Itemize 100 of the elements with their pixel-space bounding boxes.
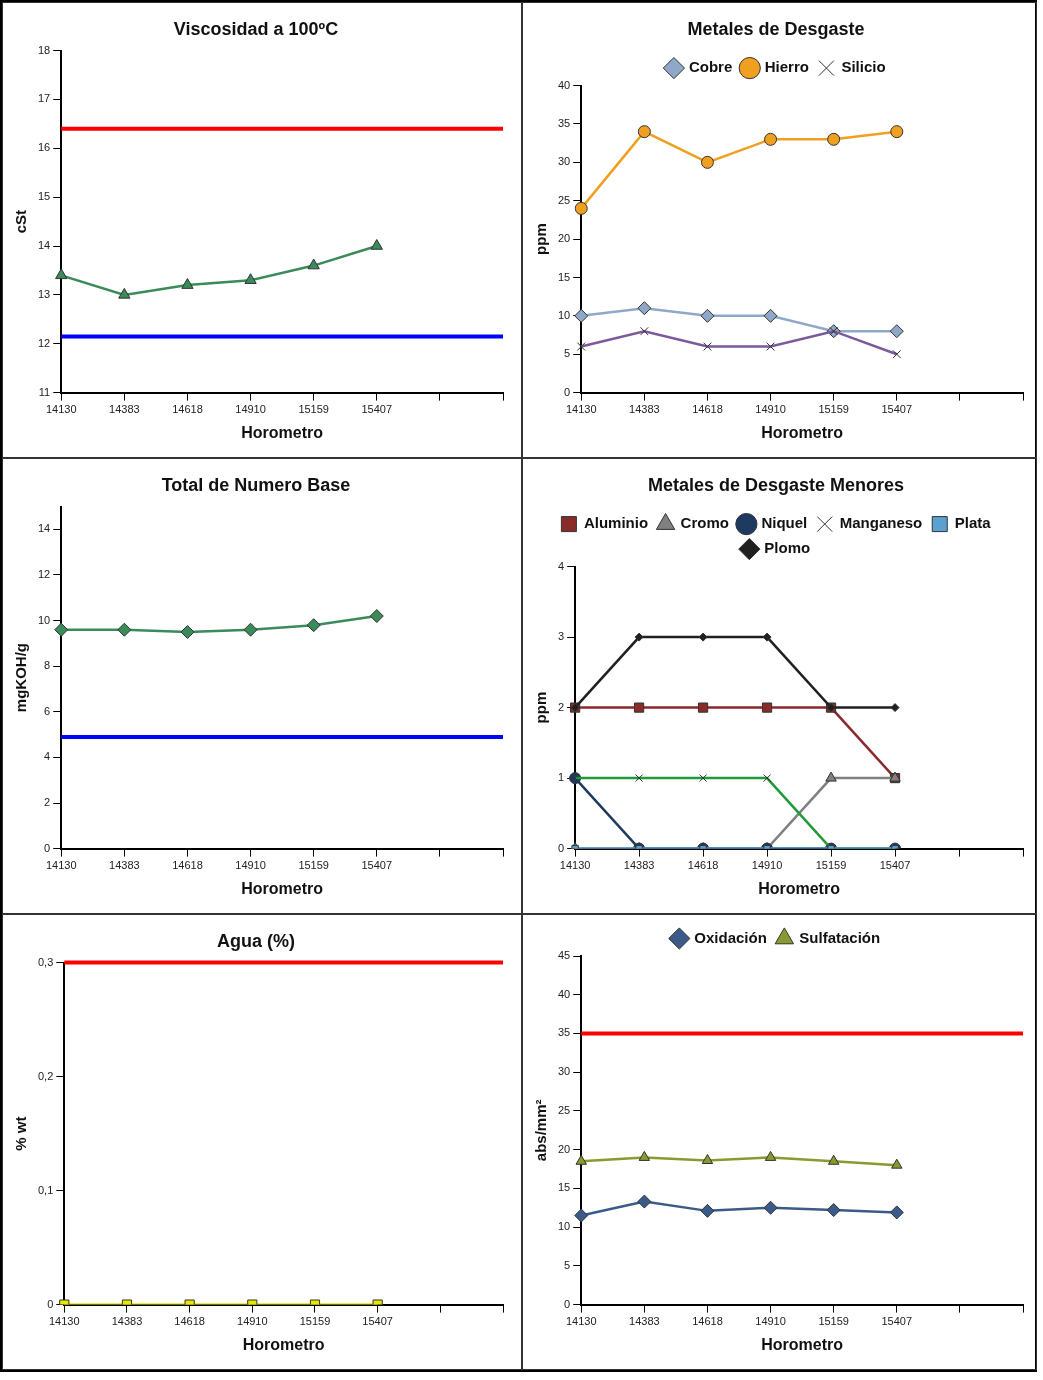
x-axis-title: Horometro <box>241 879 324 897</box>
y-axis-title: mgKOH/g <box>12 643 30 713</box>
x-tick-label: 14383 <box>109 859 140 872</box>
y-tick-label: 40 <box>557 987 571 1000</box>
x-tick-label: 15159 <box>299 1315 331 1328</box>
x-tick-label: 14130 <box>565 1315 597 1328</box>
y-tick-label: 6 <box>44 704 51 717</box>
x-tick-label: 14618 <box>174 1315 205 1328</box>
legend-label: Plata <box>954 514 992 532</box>
y-tick-label: 10 <box>37 613 51 626</box>
x-tick-label: 15407 <box>362 1315 393 1328</box>
chart-title: Viscosidad a 100ºC <box>173 18 339 39</box>
y-tick-label: 0 <box>564 1297 571 1310</box>
x-tick-label: 15159 <box>815 859 847 872</box>
chart-title: Metales de Desgaste Menores <box>647 474 905 495</box>
x-tick-label: 15407 <box>361 859 393 872</box>
chart-title: Metales de Desgaste <box>687 18 865 39</box>
y-tick-label: 12 <box>37 336 51 349</box>
x-tick-label: 14383 <box>629 1315 660 1328</box>
y-axis-title: % wt <box>12 1116 30 1151</box>
x-tick-label: 14130 <box>559 859 591 872</box>
x-tick-label: 14130 <box>45 403 77 416</box>
x-tick-label: 14910 <box>751 859 783 872</box>
y-tick-label: 18 <box>37 43 51 56</box>
chart-title: Total de Numero Base <box>161 474 351 495</box>
y-tick-label: 16 <box>37 141 51 154</box>
x-tick-label: 15407 <box>361 403 393 416</box>
legend-label: Plomo <box>764 539 811 557</box>
legend-label: Cobre <box>688 58 733 76</box>
y-tick-label: 25 <box>557 193 571 206</box>
x-tick-label: 14383 <box>629 403 660 416</box>
y-tick-label: 12 <box>37 568 51 581</box>
x-tick-label: 14130 <box>48 1315 80 1328</box>
x-tick-label: 15407 <box>881 403 913 416</box>
y-tick-label: 30 <box>557 1065 571 1078</box>
x-tick-label: 14383 <box>111 1315 143 1328</box>
y-tick-label: 30 <box>557 155 571 168</box>
legend-label: Cromo <box>680 514 729 532</box>
x-tick-label: 14910 <box>755 403 786 416</box>
y-tick-label: 0 <box>44 841 51 854</box>
y-tick-label: 45 <box>557 949 571 962</box>
x-tick-label: 14618 <box>692 1315 723 1328</box>
y-tick-label: 15 <box>37 190 51 203</box>
y-tick-label: 0,1 <box>37 1183 54 1196</box>
y-tick-label: 35 <box>557 117 571 130</box>
y-tick-label: 10 <box>557 1220 571 1233</box>
y-tick-label: 0,3 <box>37 955 54 968</box>
x-tick-label: 14618 <box>692 403 723 416</box>
y-tick-label: 8 <box>44 659 51 672</box>
x-tick-label: 14618 <box>172 859 203 872</box>
y-tick-label: 1 <box>557 771 565 784</box>
y-tick-label: 15 <box>557 1181 571 1194</box>
y-tick-label: 15 <box>557 270 571 283</box>
y-tick-label: 5 <box>564 347 571 360</box>
x-tick-label: 14130 <box>45 859 77 872</box>
y-tick-label: 0 <box>47 1297 54 1310</box>
x-tick-label: 14130 <box>565 403 597 416</box>
y-tick-label: 2 <box>557 700 565 713</box>
y-tick-label: 25 <box>557 1103 571 1116</box>
y-tick-label: 5 <box>564 1258 571 1271</box>
y-axis-title: ppm <box>532 691 550 724</box>
x-tick-label: 14618 <box>687 859 719 872</box>
x-tick-label: 14910 <box>237 1315 268 1328</box>
x-tick-label: 15159 <box>298 859 329 872</box>
x-axis-title: Horometro <box>761 1335 844 1353</box>
x-tick-label: 14383 <box>623 859 655 872</box>
y-axis-title: cSt <box>12 209 30 234</box>
x-axis-title: Horometro <box>241 423 324 441</box>
y-tick-label: 3 <box>557 630 565 643</box>
x-tick-label: 14383 <box>109 403 140 416</box>
x-tick-label: 15159 <box>818 1315 849 1328</box>
y-tick-label: 10 <box>557 308 571 321</box>
legend-label: Sulfatación <box>799 928 881 946</box>
x-tick-label: 14910 <box>235 859 266 872</box>
y-axis-title: abs/mm² <box>532 1099 550 1162</box>
chart-title: Agua (%) <box>217 930 295 951</box>
legend-label: Hierro <box>764 58 809 76</box>
y-tick-label: 35 <box>557 1026 571 1039</box>
x-tick-label: 15159 <box>818 403 849 416</box>
y-tick-label: 20 <box>557 232 571 245</box>
x-tick-label: 15407 <box>879 859 911 872</box>
y-tick-label: 20 <box>557 1142 571 1155</box>
y-tick-label: 17 <box>37 92 51 105</box>
y-tick-label: 0,2 <box>37 1069 54 1082</box>
legend-label: Aluminio <box>583 514 649 532</box>
x-tick-label: 14618 <box>172 403 203 416</box>
y-tick-label: 11 <box>38 385 51 398</box>
y-axis-title: ppm <box>532 223 550 255</box>
x-tick-label: 15407 <box>881 1315 913 1328</box>
x-tick-label: 15159 <box>298 403 329 416</box>
y-tick-label: 13 <box>37 287 51 300</box>
x-axis-title: Horometro <box>758 879 841 897</box>
legend-label: Silicio <box>841 58 886 76</box>
y-tick-label: 0 <box>564 385 571 398</box>
y-tick-label: 40 <box>557 78 571 91</box>
y-tick-label: 4 <box>557 559 565 572</box>
y-tick-label: 4 <box>44 750 51 763</box>
legend-label: Niquel <box>761 514 808 532</box>
y-tick-label: 0 <box>557 841 565 854</box>
x-axis-title: Horometro <box>242 1335 325 1353</box>
